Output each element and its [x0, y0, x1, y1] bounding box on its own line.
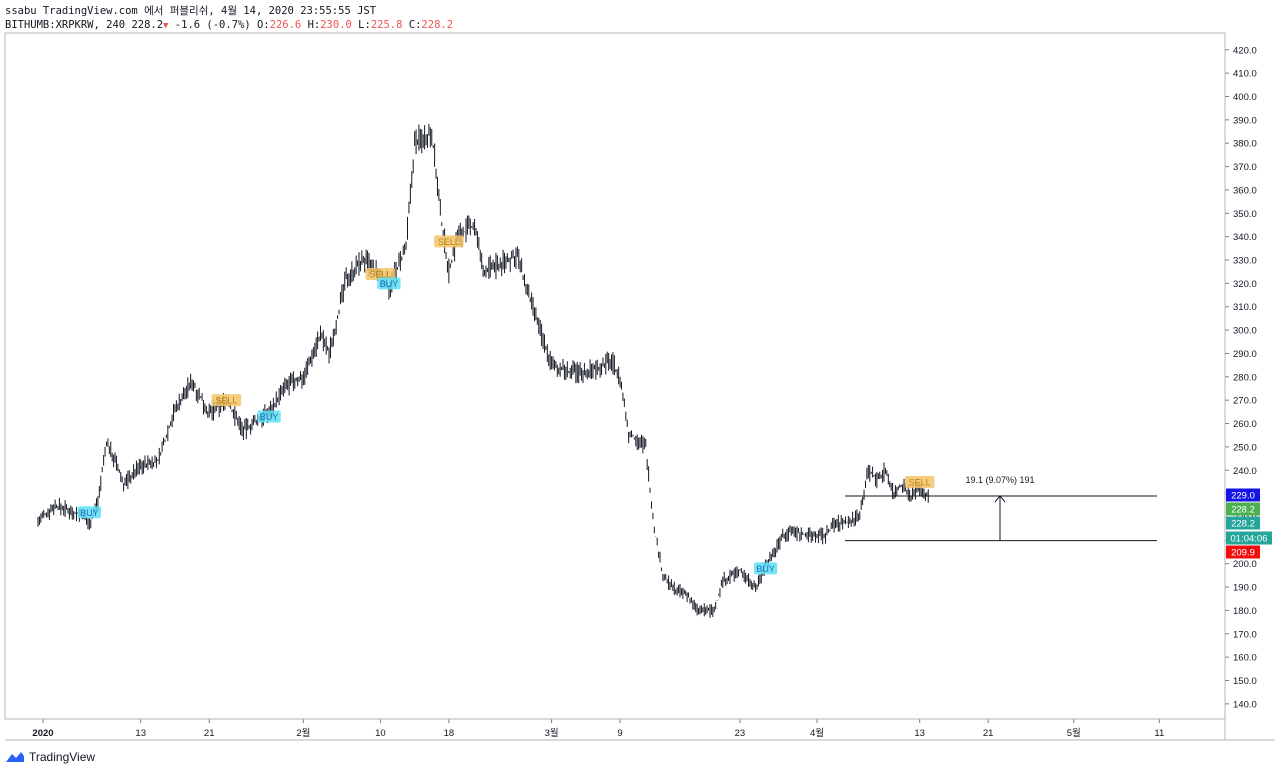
y-tick-label: 340.0: [1233, 232, 1257, 243]
high-value: 230.0: [320, 19, 352, 31]
y-tick-label: 180.0: [1233, 606, 1257, 617]
y-tick-label: 390.0: [1233, 115, 1257, 126]
x-tick-label: 5월: [1067, 727, 1081, 739]
price-label-text: 228.2: [1231, 519, 1255, 530]
signal-label: BUY: [260, 412, 279, 422]
measure-arrowhead-icon: [994, 495, 1006, 503]
buy-signal: [257, 410, 281, 423]
y-tick-label: 380.0: [1233, 139, 1257, 150]
tradingview-brand-text: TradingView: [29, 750, 96, 764]
signal-label: SELL: [215, 396, 237, 406]
y-tick-label: 350.0: [1233, 209, 1257, 220]
y-tick-label: 410.0: [1233, 69, 1257, 80]
sell-signal: [904, 475, 935, 488]
y-tick-label: 200.0: [1233, 559, 1257, 570]
last-price: 228.2: [131, 19, 164, 31]
y-tick-label: 420.0: [1233, 45, 1257, 56]
y-tick-label: 160.0: [1233, 653, 1257, 664]
x-tick-label: 23: [735, 728, 746, 739]
price-label-text: 01:04:06: [1231, 534, 1268, 545]
y-tick-label: 300.0: [1233, 326, 1257, 337]
y-tick-label: 250.0: [1233, 442, 1257, 453]
x-tick-label: 2020: [32, 728, 53, 739]
price-labels: 229.0 228.2 228.2 01:04:06 209.9: [1226, 488, 1272, 559]
time-axis[interactable]: 2020 13 21 2월 10 18 3월 9 23 4월 13 21 5월 11: [32, 719, 1164, 739]
price-label-box: [1226, 516, 1260, 530]
measure-label: 19.1 (9.07%) 191: [965, 475, 1034, 485]
price-label-text: 229.0: [1231, 491, 1255, 502]
price-label-box: [1226, 531, 1272, 545]
symbol-label[interactable]: BITHUMB:XRPKRW, 240: [5, 19, 126, 31]
y-tick-label: 140.0: [1233, 699, 1257, 710]
price-label-text: 228.2: [1231, 505, 1255, 516]
price-axis[interactable]: 420.0 410.0 400.0 390.0 380.0 370.0 360.0 350.0…: [1225, 45, 1257, 710]
drawings-layer: 19.1 (9.07%) 191: [845, 475, 1157, 542]
buy-signal: [77, 506, 101, 519]
high-label: H:: [307, 19, 321, 31]
x-tick-label: 4월: [810, 727, 824, 739]
tradingview-brand[interactable]: TradingView: [5, 750, 95, 764]
y-tick-label: 270.0: [1233, 396, 1257, 407]
sell-signal: [434, 235, 464, 248]
open-label: O:: [256, 19, 270, 31]
x-tick-label: 18: [444, 728, 455, 739]
close-value: 228.2: [421, 19, 454, 31]
y-tick-label: 190.0: [1233, 583, 1257, 594]
x-tick-label: 2월: [296, 727, 310, 739]
chart-header: ssabu TradingView.com 에서 퍼블리쉬, 4월 14, 20…: [5, 4, 453, 33]
x-tick-label: 21: [983, 728, 994, 739]
x-tick-label: 9: [617, 728, 622, 739]
open-value: 226.6: [269, 19, 302, 31]
y-tick-label: 170.0: [1233, 629, 1257, 640]
plot-border: [4, 32, 1226, 720]
y-tick-label: 290.0: [1233, 349, 1257, 360]
price-label-text: 209.9: [1231, 548, 1255, 559]
signal-label: BUY: [380, 279, 399, 289]
y-tick-label: 260.0: [1233, 419, 1257, 430]
y-tick-label: 310.0: [1233, 302, 1257, 313]
price-label-box: [1226, 502, 1260, 516]
down-triangle-icon: ▼: [163, 21, 169, 31]
low-value: 225.8: [370, 19, 403, 31]
ohlc-line: BITHUMB:XRPKRW, 240 228.2▼ -1.6 (-0.7%) …: [5, 18, 453, 33]
signal-label: SELL: [438, 237, 460, 247]
y-tick-label: 400.0: [1233, 92, 1257, 103]
x-tick-label: 21: [204, 728, 215, 739]
price-plot[interactable]: [37, 123, 929, 618]
price-change: -1.6 (-0.7%): [174, 19, 251, 31]
x-tick-label: 13: [135, 728, 146, 739]
low-label: L:: [358, 19, 371, 31]
close-label: C:: [408, 19, 422, 31]
price-label-box: [1226, 545, 1260, 559]
signal-label: SELL: [909, 477, 931, 487]
y-tick-label: 370.0: [1233, 162, 1257, 173]
sell-signal: [365, 268, 396, 281]
y-tick-label: 320.0: [1233, 279, 1257, 290]
x-tick-label: 13: [914, 728, 925, 739]
y-tick-label: 330.0: [1233, 256, 1257, 267]
y-tick-label: 280.0: [1233, 372, 1257, 383]
x-tick-label: 11: [1154, 728, 1164, 739]
buy-signal: [754, 562, 778, 575]
x-tick-label: 10: [375, 728, 386, 739]
tradingview-logo-icon: [6, 752, 24, 762]
signal-label: BUY: [80, 508, 99, 518]
y-tick-label: 360.0: [1233, 185, 1257, 196]
signal-label: BUY: [756, 564, 775, 574]
y-tick-label: 150.0: [1233, 676, 1257, 687]
publish-line: ssabu TradingView.com 에서 퍼블리쉬, 4월 14, 20…: [5, 5, 377, 17]
y-tick-label: 240.0: [1233, 466, 1257, 477]
price-label-box: [1226, 488, 1260, 502]
signal-label: SELL: [369, 270, 391, 280]
sell-signal: [211, 394, 242, 407]
buy-signal: [377, 277, 401, 290]
x-tick-label: 3월: [545, 727, 559, 739]
